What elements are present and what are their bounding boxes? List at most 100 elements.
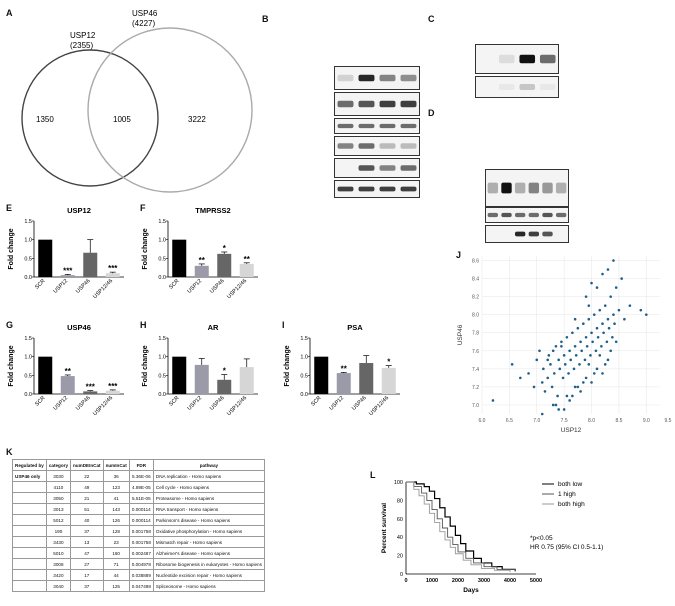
table-cell: 5.36E-06 [128, 470, 154, 482]
blot-band [498, 54, 515, 64]
scatter-point [606, 268, 610, 271]
bar [239, 367, 254, 394]
y-tick-label: 60 [397, 517, 403, 523]
x-tick-label: USP12/46 [368, 395, 390, 417]
scatter-point [601, 372, 604, 375]
scatter-point [510, 363, 514, 366]
table-row: 3430 13 23 0.001758 Mismatch repair - Homo s… [12, 536, 265, 548]
y-tick-label: 1.0 [158, 355, 166, 361]
table-group-cell [12, 580, 47, 592]
bar-chart-ylabel: Fold change [142, 345, 149, 386]
panel-d-blot [485, 225, 569, 243]
table-cell: 71 [102, 558, 130, 570]
y-tick-label: 1.0 [24, 355, 32, 361]
panel-c-blot-bands [498, 54, 556, 64]
table-group-cell [12, 558, 47, 570]
bar [105, 390, 120, 394]
scatter-point [547, 354, 551, 357]
bar [359, 363, 374, 394]
x-tick-label: SCR [310, 395, 322, 407]
bar [314, 356, 329, 394]
venn-usp46-count: (4227) [132, 19, 155, 28]
blot-band [542, 182, 553, 194]
scatter-point [587, 304, 591, 307]
bar-chart-title: USP46 [67, 323, 91, 332]
venn-usp12-count: (2355) [70, 41, 93, 50]
blot-band [501, 212, 512, 218]
scatter-point [550, 385, 554, 389]
blot-band [379, 74, 396, 82]
table-cell: 3420 [45, 569, 72, 581]
scatter-point [491, 399, 495, 402]
scatter-point [532, 385, 536, 389]
blot-band [542, 212, 553, 218]
scatter-point [538, 349, 541, 353]
blot-band [487, 212, 499, 218]
bar [60, 275, 75, 277]
bar [38, 239, 53, 277]
y-tick-label: 0.0 [158, 392, 166, 398]
table-cell: Ribosome biogenesis in eukaryotes - Homo… [152, 558, 265, 570]
scatter-point [527, 372, 530, 375]
scatter-point [612, 313, 615, 316]
scatter-point [573, 344, 577, 348]
bar-chart-usp46: USP46 Fold change 0.0 0.5 1.0 1.5 SCR ** USP12 **… [8, 323, 124, 417]
scatter-point [565, 335, 569, 339]
scatter-point [587, 363, 591, 366]
bar [105, 273, 120, 277]
bar-chart-title: PSA [347, 323, 363, 332]
scatter-point [620, 277, 623, 280]
y-tick-label: 0.5 [158, 256, 166, 262]
table-cell: Spliceosome - Homo sapiens [152, 580, 265, 592]
venn-circle-usp12 [21, 49, 159, 187]
scatter-point [568, 399, 571, 402]
y-tick-label: 7.6 [472, 349, 479, 355]
table-header-cell: pathway [152, 459, 265, 471]
y-tick-label: 7.0 [472, 403, 479, 409]
scatter-point [614, 340, 618, 344]
table-group-cell [12, 492, 47, 504]
table-cell: 3040 [45, 580, 72, 592]
y-tick-label: 0 [400, 572, 403, 578]
x-tick-label: USP12 [53, 278, 70, 295]
blot-band [400, 143, 417, 149]
significance-mark: *** [108, 382, 118, 391]
blot-band [358, 186, 375, 192]
y-tick-label: 100 [394, 480, 403, 486]
scatter-point [542, 367, 545, 371]
scatter-point [589, 354, 592, 357]
table-cell: 0.001758 [128, 536, 154, 548]
table-cell: 125 [102, 580, 130, 592]
panel-d-blot-bands [487, 212, 567, 218]
scatter-point [554, 344, 558, 348]
scatter-point [585, 344, 589, 348]
table-row: 5010 47 160 0.002487 Alzheimer's disease - H… [12, 547, 265, 559]
table-cell: 37 [70, 525, 104, 537]
panel-label-c: C [428, 14, 435, 24]
y-tick-label: 1.0 [24, 238, 32, 244]
venn-diagram: USP12 (2355) USP46 (4227) 1350 1005 3222 [21, 10, 253, 193]
table-cell: 4110 [45, 481, 72, 493]
scatter-point [540, 412, 544, 416]
scatter-point [590, 281, 593, 285]
blot-band [400, 74, 417, 82]
x-tick-label: USP46 [75, 278, 92, 295]
legend-label: both low [558, 481, 583, 488]
panel-b-blot-bands [337, 123, 417, 129]
table-row: 5012 40 126 0.000114 Parkinson's disease - H… [12, 514, 265, 526]
blot-band [519, 54, 536, 64]
scatter-point [535, 358, 539, 362]
blot-band [337, 186, 354, 192]
y-tick-label: 0.0 [24, 275, 32, 281]
scatter-point [592, 372, 596, 375]
survival-series-line [406, 481, 516, 572]
blot-band [358, 165, 375, 171]
x-tick-label: USP46 [351, 395, 368, 412]
table-row: 3013 51 143 0.000114 RNA transport - Homo sa… [12, 503, 265, 515]
scatter-point [560, 340, 563, 344]
table-cell: 40 [70, 514, 104, 526]
table-cell: 44 [102, 569, 130, 581]
scatter-point [579, 390, 582, 393]
x-tick-label: 9.0 [643, 418, 650, 424]
